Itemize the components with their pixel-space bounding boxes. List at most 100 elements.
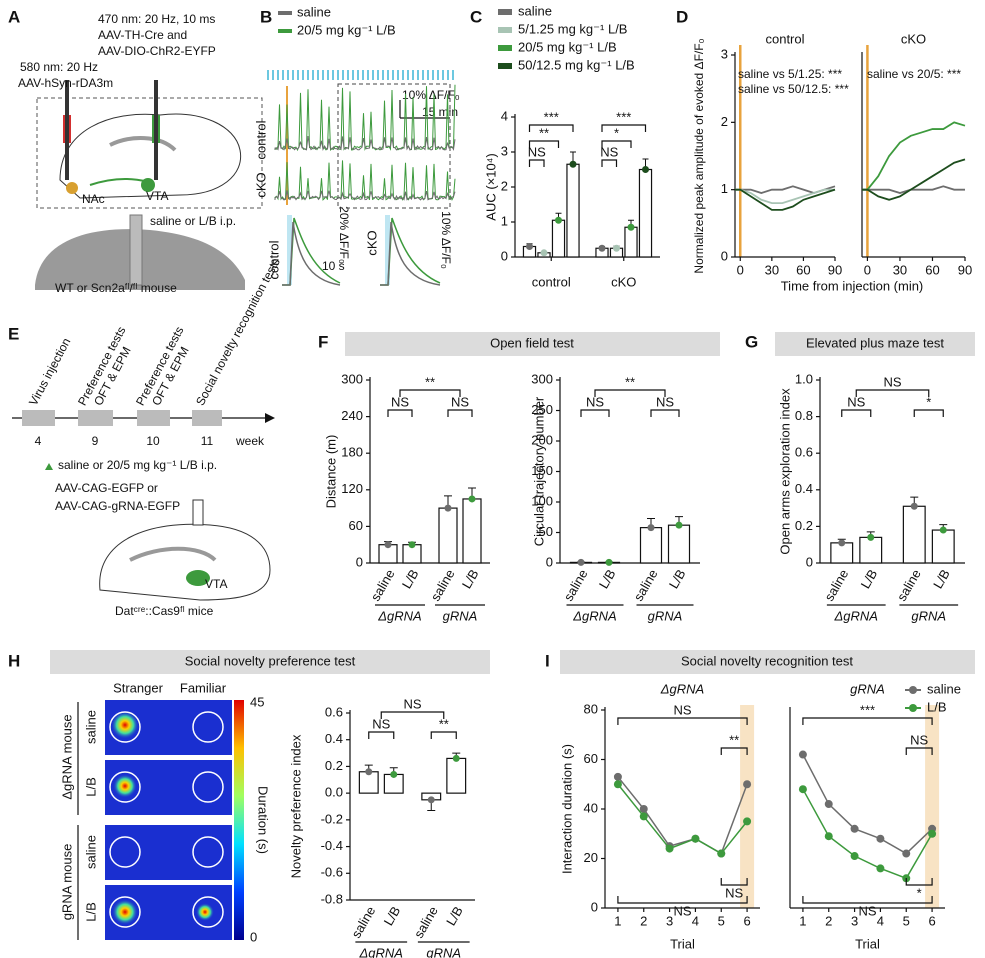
group-label: ΔgRNA (377, 608, 421, 623)
significance-label: * (917, 885, 922, 900)
y-tick-label: 0 (591, 899, 598, 914)
y-tick-label: 60 (349, 518, 363, 533)
y-tick-label: 240 (341, 408, 363, 423)
y-tick-label: 2 (721, 114, 728, 129)
bar (859, 536, 883, 564)
significance-bracket (802, 896, 933, 904)
scale-label: 15 min (422, 105, 458, 119)
trace (274, 190, 456, 201)
group-label: ΔgRNA (572, 608, 616, 623)
line (862, 158, 966, 201)
chart-title: cKO (901, 31, 926, 46)
mean-dot (867, 533, 875, 541)
significance-bracket (841, 409, 872, 417)
mean-dot (577, 558, 585, 566)
point (743, 817, 752, 826)
significance-bracket (580, 409, 610, 417)
point (850, 852, 859, 861)
significance-bracket (905, 878, 933, 886)
point (691, 834, 700, 843)
x-tick-label: 0 (864, 262, 871, 277)
point (876, 864, 885, 873)
label: AAV-hSyn-rDA3m (18, 76, 113, 90)
label: WT or Scn2aᶠˡ/ᶠˡ mouse (55, 281, 177, 295)
y-tick-label: 1 (501, 213, 508, 228)
significance-label: NS (725, 885, 743, 900)
line (617, 783, 748, 855)
chamber (109, 836, 141, 868)
chamber (109, 896, 141, 928)
bar (638, 168, 653, 258)
heatmaps (105, 700, 244, 940)
row-label: control (253, 120, 268, 159)
y-tick-label: 0 (721, 248, 728, 263)
panel-label: F (318, 332, 328, 351)
y-tick-label: 0.6 (325, 704, 343, 719)
x-tick-label: 0 (737, 262, 744, 277)
chamber (192, 896, 224, 928)
significance-label: *** (544, 109, 559, 124)
y-axis-label: Distance (m) (323, 435, 338, 509)
y-tick-label: 0.0 (325, 785, 343, 800)
row-label: cKO (253, 172, 268, 197)
significance-label: NS (403, 696, 421, 711)
significance-bracket (368, 731, 395, 739)
bar (931, 529, 955, 564)
group-label: gRNA (426, 945, 461, 958)
nac (66, 182, 78, 194)
significance-label: NS (673, 702, 691, 717)
x-tick-label: saline (561, 567, 591, 604)
x-axis-label: Time from injection (min) (781, 278, 924, 293)
y-tick-label: -0.6 (321, 865, 343, 880)
label: saline or 20/5 mg kg⁻¹ L/B i.p. (58, 458, 217, 472)
significance-bracket (720, 878, 748, 886)
scale-label: 10% ΔF/F₀ (402, 88, 460, 102)
y-tick-label: 180 (341, 445, 363, 460)
row-label: L/B (83, 902, 98, 922)
significance-bracket (528, 124, 574, 132)
row-label: L/B (83, 777, 98, 797)
panel-e-drawing (12, 410, 275, 601)
title-bar (560, 650, 975, 674)
y-tick-label: 0 (501, 248, 508, 263)
group-label: ΔgRNA (359, 945, 403, 958)
x-tick-label: 6 (743, 913, 750, 928)
y-tick-label: 1.0 (795, 371, 813, 386)
y-tick-label: 0 (546, 554, 553, 569)
colorbar-tick: 45 (250, 694, 264, 709)
legend-label: 20/5 mg kg⁻¹ L/B (518, 39, 617, 54)
x-tick-label: saline (368, 567, 398, 604)
week-box (137, 410, 170, 426)
row-label: control (266, 240, 281, 279)
annotation: saline vs 50/12.5: *** (738, 82, 849, 96)
y-tick-label: 0 (806, 554, 813, 569)
significance-bracket (650, 409, 680, 417)
legend-swatch (498, 45, 512, 51)
panel-label: G (745, 332, 758, 351)
significance-bracket (905, 747, 933, 755)
column-label: Stranger (113, 680, 164, 695)
y-axis-label: Circular trajectory number (531, 396, 546, 546)
y-tick-label: 300 (341, 371, 363, 386)
label: AAV-DIO-ChR2-EYFP (98, 44, 216, 58)
significance-bracket (601, 124, 647, 132)
y-axis-label: Normalized peak amplitude of evoked ΔF/F… (692, 38, 706, 273)
group-label: gRNA (648, 608, 683, 623)
y-tick-label: -0.2 (321, 811, 343, 826)
label: Datᶜʳᵉ::Cas9ᶠˡ mice (115, 604, 214, 618)
y-tick-label: 4 (501, 108, 508, 123)
legend-swatch (498, 63, 512, 69)
chamber (109, 711, 141, 743)
mean-dot (613, 244, 620, 252)
bar (551, 219, 566, 258)
fiber (65, 80, 69, 180)
mean-dot (526, 243, 533, 250)
label: VTA (205, 577, 227, 591)
y-tick-label: 3 (721, 46, 728, 61)
x-tick-label: L/B (596, 567, 619, 591)
label: NAc (82, 192, 105, 206)
mean-dot (390, 770, 398, 778)
x-tick-label: saline (821, 567, 851, 604)
title-bar (50, 650, 490, 674)
